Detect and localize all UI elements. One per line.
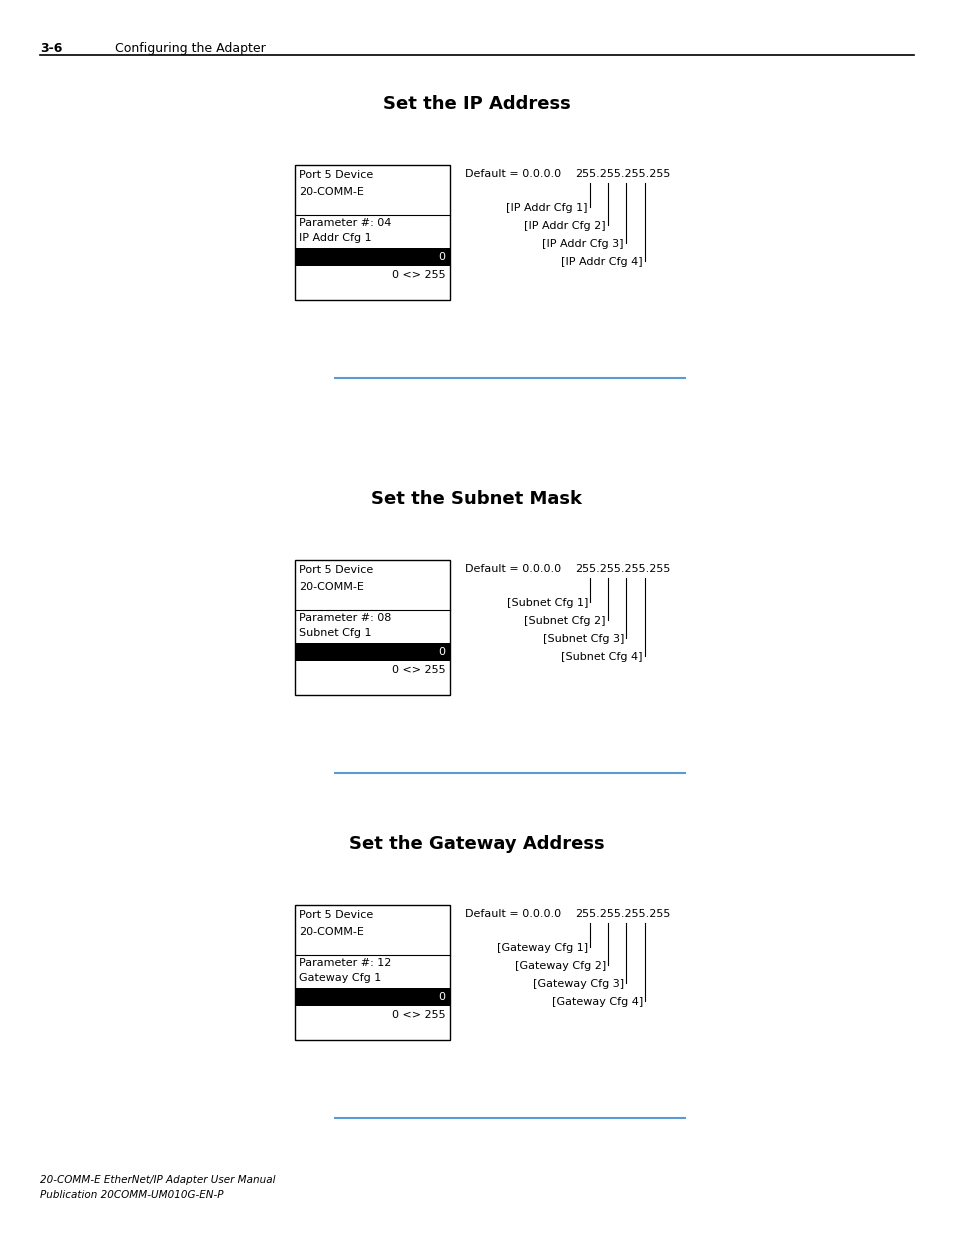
Text: [Subnet Cfg 4]: [Subnet Cfg 4] [561, 652, 642, 662]
Text: Port 5 Device: Port 5 Device [298, 564, 373, 576]
Text: [Subnet Cfg 1]: [Subnet Cfg 1] [506, 598, 587, 608]
Text: [Gateway Cfg 3]: [Gateway Cfg 3] [533, 979, 623, 989]
Text: 255.255.255.255: 255.255.255.255 [575, 909, 670, 919]
Text: [IP Addr Cfg 2]: [IP Addr Cfg 2] [524, 221, 605, 231]
Text: Publication 20COMM-UM010G-EN-P: Publication 20COMM-UM010G-EN-P [40, 1191, 223, 1200]
Text: Default = 0.0.0.0: Default = 0.0.0.0 [464, 564, 560, 574]
Bar [294, 988, 450, 1007]
Text: 0: 0 [437, 992, 444, 1002]
Text: Default = 0.0.0.0: Default = 0.0.0.0 [464, 909, 560, 919]
Text: Parameter #: 08: Parameter #: 08 [298, 613, 391, 622]
Text: Default = 0.0.0.0: Default = 0.0.0.0 [464, 169, 560, 179]
Text: 20-COMM-E EtherNet/IP Adapter User Manual: 20-COMM-E EtherNet/IP Adapter User Manua… [40, 1174, 275, 1186]
Text: [Gateway Cfg 1]: [Gateway Cfg 1] [497, 944, 587, 953]
Bar [294, 643, 450, 661]
Text: [Gateway Cfg 4]: [Gateway Cfg 4] [551, 997, 642, 1007]
Text: [IP Addr Cfg 1]: [IP Addr Cfg 1] [506, 203, 587, 212]
Text: 255.255.255.255: 255.255.255.255 [575, 564, 670, 574]
Text: 20-COMM-E: 20-COMM-E [298, 186, 363, 198]
Text: 255.255.255.255: 255.255.255.255 [575, 169, 670, 179]
Text: 0 <> 255: 0 <> 255 [392, 664, 446, 676]
Text: 0: 0 [437, 647, 444, 657]
Text: 3-6: 3-6 [40, 42, 62, 56]
Text: [Gateway Cfg 2]: [Gateway Cfg 2] [515, 961, 605, 971]
Bar [294, 248, 450, 266]
Text: Parameter #: 12: Parameter #: 12 [298, 958, 391, 968]
Text: Port 5 Device: Port 5 Device [298, 170, 373, 180]
Text: [IP Addr Cfg 4]: [IP Addr Cfg 4] [560, 257, 642, 267]
Text: Subnet Cfg 1: Subnet Cfg 1 [298, 627, 371, 638]
Text: 20-COMM-E: 20-COMM-E [298, 582, 363, 592]
Text: Parameter #: 04: Parameter #: 04 [298, 217, 391, 228]
Text: Gateway Cfg 1: Gateway Cfg 1 [298, 973, 381, 983]
Text: [Subnet Cfg 3]: [Subnet Cfg 3] [542, 634, 623, 643]
Text: [Subnet Cfg 2]: [Subnet Cfg 2] [524, 616, 605, 626]
Bar [294, 165, 450, 300]
Bar [294, 905, 450, 1040]
Text: Set the Subnet Mask: Set the Subnet Mask [371, 490, 582, 508]
Text: 0: 0 [437, 252, 444, 262]
Text: Configuring the Adapter: Configuring the Adapter [115, 42, 266, 56]
Text: 0 <> 255: 0 <> 255 [392, 1010, 446, 1020]
Text: [IP Addr Cfg 3]: [IP Addr Cfg 3] [542, 240, 623, 249]
Text: 0 <> 255: 0 <> 255 [392, 270, 446, 280]
Text: IP Addr Cfg 1: IP Addr Cfg 1 [298, 233, 372, 243]
Bar [294, 559, 450, 695]
Text: Port 5 Device: Port 5 Device [298, 910, 373, 920]
Text: 20-COMM-E: 20-COMM-E [298, 927, 363, 937]
Text: Set the Gateway Address: Set the Gateway Address [349, 835, 604, 853]
Text: Set the IP Address: Set the IP Address [383, 95, 570, 112]
